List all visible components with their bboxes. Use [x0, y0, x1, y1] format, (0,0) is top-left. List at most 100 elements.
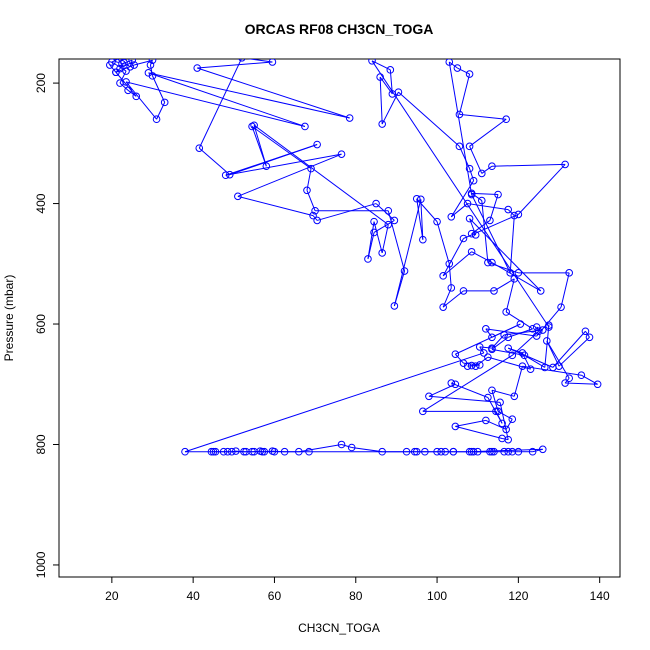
- data-point: [120, 59, 128, 67]
- series-segment: [225, 153, 342, 176]
- data-point: [451, 380, 460, 389]
- series-segment: [560, 272, 570, 308]
- data-point: [128, 59, 136, 65]
- data-point: [504, 447, 513, 456]
- series-segment: [379, 77, 383, 125]
- data-point: [447, 213, 456, 221]
- data-point: [402, 447, 411, 456]
- data-point: [337, 440, 346, 449]
- data-point: [593, 380, 602, 389]
- series-segment: [442, 238, 464, 277]
- series-segment: [471, 192, 483, 201]
- data-point: [313, 216, 321, 225]
- data-point: [494, 190, 502, 199]
- data-point: [488, 258, 496, 267]
- series-segment: [558, 336, 590, 367]
- series-segment: [341, 444, 352, 448]
- data-point: [439, 303, 447, 311]
- series-segment: [351, 447, 383, 453]
- series-group: [106, 59, 602, 456]
- data-point: [419, 407, 427, 416]
- data-point: [364, 255, 372, 263]
- series-segment: [125, 81, 157, 120]
- data-point: [536, 287, 545, 295]
- data-point: [490, 447, 498, 456]
- data-point: [234, 192, 242, 201]
- data-point: [227, 447, 236, 456]
- data-point: [585, 333, 594, 342]
- series-segment: [197, 61, 273, 69]
- data-point: [514, 447, 523, 456]
- series-segment: [455, 419, 486, 427]
- y-axis-label: Pressure (mbar): [2, 275, 16, 362]
- series-segment: [381, 224, 389, 254]
- series-segment: [513, 366, 523, 397]
- series-segment: [497, 410, 513, 420]
- series-segment: [469, 168, 475, 181]
- data-point: [490, 287, 498, 295]
- data-point: [484, 353, 492, 361]
- data-point: [465, 164, 474, 173]
- series-segment: [511, 330, 540, 356]
- data-point: [250, 447, 258, 456]
- data-point: [534, 327, 543, 336]
- data-point: [471, 231, 480, 239]
- data-point: [465, 447, 474, 456]
- data-point: [390, 216, 399, 225]
- data-point: [152, 115, 161, 124]
- series-segment: [495, 411, 503, 424]
- series-segment: [467, 203, 509, 211]
- data-point: [518, 349, 527, 357]
- data-point: [384, 206, 393, 215]
- data-point: [378, 447, 386, 456]
- data-point: [453, 64, 462, 72]
- series-segment: [148, 72, 350, 119]
- series-segment: [246, 59, 273, 63]
- data-point: [368, 59, 376, 65]
- series-segment: [451, 382, 489, 398]
- series-segment: [581, 374, 598, 385]
- series-segment: [487, 356, 531, 370]
- data-point: [433, 447, 441, 456]
- data-point: [555, 362, 563, 370]
- data-point: [108, 59, 116, 66]
- data-point: [459, 287, 468, 295]
- data-point: [508, 415, 517, 423]
- data-point: [557, 303, 565, 311]
- data-point: [581, 327, 590, 336]
- data-point: [455, 142, 464, 151]
- data-point: [248, 447, 256, 456]
- data-point: [337, 150, 346, 158]
- series-segment: [109, 64, 117, 73]
- data-point: [484, 258, 492, 267]
- data-point: [488, 386, 496, 395]
- chart-title: ORCAS RF08 CH3CN_TOGA: [245, 21, 434, 37]
- series-segment: [381, 91, 399, 125]
- data-point: [209, 447, 218, 456]
- series-segment: [420, 199, 424, 240]
- series-segment: [565, 382, 598, 385]
- data-point: [477, 196, 486, 205]
- data-point: [417, 195, 425, 204]
- data-point: [295, 447, 303, 456]
- data-point: [510, 392, 519, 401]
- series-segment: [455, 425, 503, 439]
- x-tick-label: 40: [186, 589, 200, 603]
- data-point: [370, 228, 378, 237]
- plot-frame: [58, 58, 621, 578]
- data-point: [463, 199, 472, 208]
- data-point: [504, 333, 513, 342]
- data-point: [528, 447, 537, 456]
- data-point: [258, 447, 267, 456]
- series-segment: [505, 418, 513, 430]
- data-point: [508, 447, 517, 456]
- data-point: [475, 361, 484, 369]
- data-point: [482, 416, 490, 425]
- data-point: [484, 393, 492, 402]
- data-point: [232, 447, 240, 455]
- series-segment: [469, 218, 542, 292]
- series-segment: [237, 153, 342, 197]
- series-segment: [507, 209, 515, 216]
- series-segment: [152, 75, 166, 103]
- series-segment: [389, 69, 393, 94]
